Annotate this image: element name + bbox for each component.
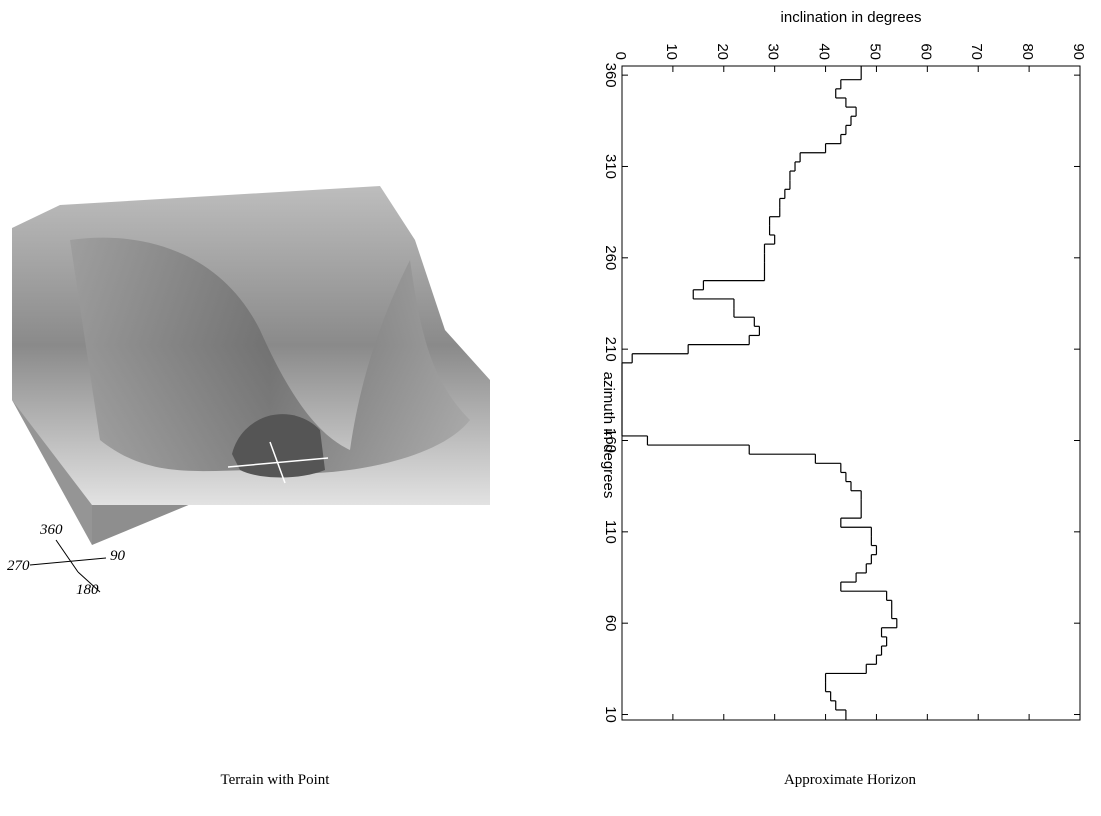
compass-label: 90	[110, 548, 126, 564]
y-tick-label: 10	[663, 43, 680, 60]
x-tick-label: 10	[602, 706, 619, 723]
y-axis-title: inclination in degrees	[781, 9, 922, 26]
y-tick-label: 30	[765, 43, 782, 60]
figure: 360 270 90 180 Terrain with Point Approx…	[0, 0, 1101, 811]
terrain-render	[12, 186, 490, 592]
caption: Approximate Horizon	[784, 772, 917, 788]
compass-label: 360	[39, 522, 63, 538]
x-tick-label: 210	[602, 337, 619, 362]
x-tick-label: 310	[602, 154, 619, 179]
y-tick-label: 60	[917, 43, 934, 60]
x-tick-label: 160	[602, 428, 619, 453]
compass-label: 180	[76, 582, 99, 598]
y-tick-label: 90	[1070, 43, 1087, 60]
y-tick-label: 50	[866, 43, 883, 60]
y-tick-label: 40	[816, 43, 833, 60]
caption: Terrain with Point	[221, 772, 331, 788]
plot-frame	[622, 66, 1080, 720]
x-tick-label: 360	[602, 63, 619, 88]
x-tick-label: 260	[602, 245, 619, 270]
y-tick-label: 80	[1019, 43, 1036, 60]
x-tick-label: 60	[602, 615, 619, 632]
x-tick-label: 110	[602, 520, 619, 544]
y-tick-label: 20	[714, 43, 731, 60]
y-tick-label: 70	[968, 43, 985, 60]
compass-label: 270	[7, 558, 30, 574]
y-tick-label: 0	[612, 52, 629, 60]
